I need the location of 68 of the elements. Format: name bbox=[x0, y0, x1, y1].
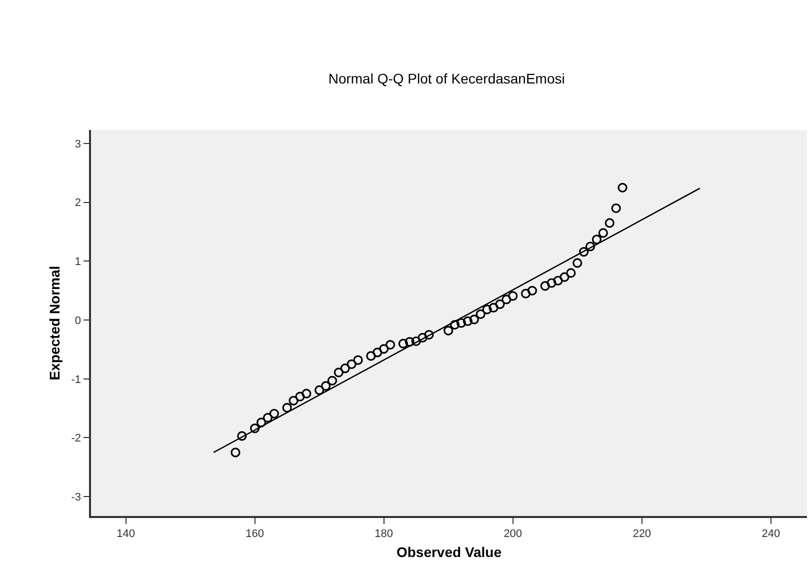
point bbox=[482, 304, 492, 314]
point bbox=[520, 288, 531, 298]
point bbox=[302, 388, 312, 398]
point bbox=[592, 234, 602, 244]
point bbox=[566, 268, 576, 278]
point bbox=[546, 278, 556, 288]
x-tick-label: 200 bbox=[504, 528, 522, 540]
point bbox=[456, 318, 466, 328]
x-axis-title: Observed Value bbox=[396, 544, 502, 560]
point bbox=[450, 320, 460, 330]
point bbox=[366, 351, 376, 361]
point bbox=[340, 364, 350, 374]
point bbox=[321, 381, 331, 391]
point bbox=[282, 402, 292, 413]
point bbox=[353, 355, 363, 365]
point bbox=[476, 309, 486, 319]
y-tick-label: -2 bbox=[71, 432, 82, 445]
point bbox=[572, 258, 582, 268]
point bbox=[237, 431, 247, 441]
point bbox=[269, 408, 279, 418]
point bbox=[386, 340, 396, 350]
point bbox=[372, 348, 382, 358]
x-tick-label: 140 bbox=[116, 528, 136, 540]
x-tick-label: 220 bbox=[632, 528, 652, 540]
point bbox=[495, 299, 505, 309]
point bbox=[579, 247, 589, 257]
point bbox=[611, 203, 621, 214]
point bbox=[462, 316, 473, 326]
x-tick-label: 180 bbox=[374, 528, 394, 540]
point bbox=[444, 326, 454, 336]
y-tick-label: 2 bbox=[74, 197, 82, 210]
point bbox=[424, 330, 434, 340]
point bbox=[230, 448, 240, 458]
point bbox=[553, 276, 563, 286]
x-tick-label: 240 bbox=[762, 528, 780, 540]
point bbox=[379, 344, 389, 354]
y-tick-label: 0 bbox=[74, 314, 82, 327]
point bbox=[488, 302, 498, 312]
y-tick-label: 3 bbox=[74, 138, 82, 150]
point bbox=[262, 412, 273, 423]
point bbox=[334, 368, 344, 378]
point bbox=[404, 337, 414, 347]
point bbox=[502, 294, 512, 304]
point bbox=[314, 385, 324, 395]
point bbox=[618, 182, 628, 192]
y-tick-label: -1 bbox=[71, 374, 82, 386]
point bbox=[508, 291, 518, 301]
point bbox=[411, 336, 421, 346]
point bbox=[469, 314, 479, 324]
point bbox=[250, 424, 260, 434]
point bbox=[598, 228, 608, 238]
chart-title: Normal Q-Q Plot of KecerdasanEmosi bbox=[328, 70, 565, 86]
point bbox=[418, 332, 428, 343]
y-tick-label: 1 bbox=[74, 256, 82, 268]
point bbox=[288, 396, 298, 406]
point bbox=[256, 418, 266, 428]
y-tick-label: -3 bbox=[71, 491, 82, 504]
point bbox=[327, 376, 338, 386]
point bbox=[346, 359, 356, 369]
point bbox=[540, 281, 550, 291]
point bbox=[585, 242, 596, 252]
point bbox=[398, 338, 408, 348]
point bbox=[295, 392, 305, 402]
point bbox=[560, 272, 570, 282]
point bbox=[527, 286, 538, 296]
x-tick-label: 160 bbox=[246, 528, 264, 540]
y-axis-title: Expected Normal bbox=[46, 266, 62, 380]
point bbox=[604, 218, 614, 228]
